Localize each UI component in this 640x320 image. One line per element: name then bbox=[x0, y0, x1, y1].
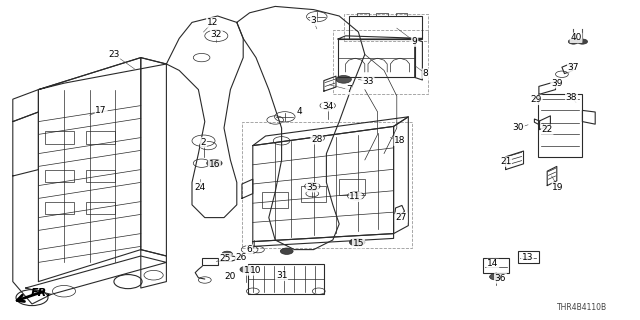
Bar bbox=[45, 202, 74, 214]
Text: 36: 36 bbox=[495, 274, 506, 283]
Text: 13: 13 bbox=[522, 253, 533, 262]
Bar bbox=[349, 16, 422, 39]
Text: 23: 23 bbox=[108, 50, 120, 59]
Text: 8: 8 bbox=[423, 69, 428, 78]
Bar bbox=[538, 94, 582, 157]
Text: 32: 32 bbox=[211, 30, 222, 39]
Text: THR4B4110B: THR4B4110B bbox=[557, 303, 607, 312]
Circle shape bbox=[336, 76, 351, 83]
Bar bbox=[242, 122, 412, 248]
Bar bbox=[262, 192, 288, 208]
Bar bbox=[86, 131, 115, 144]
Text: 10: 10 bbox=[250, 266, 262, 275]
Text: 35: 35 bbox=[307, 183, 318, 192]
Text: 34: 34 bbox=[322, 102, 333, 111]
Text: 27: 27 bbox=[396, 213, 407, 222]
Bar bbox=[344, 14, 428, 41]
Text: 11: 11 bbox=[349, 192, 361, 201]
Text: 17: 17 bbox=[95, 106, 107, 115]
Text: 15: 15 bbox=[353, 239, 364, 248]
Circle shape bbox=[222, 251, 232, 256]
Bar bbox=[301, 186, 326, 202]
Circle shape bbox=[577, 39, 588, 44]
Bar bbox=[248, 264, 324, 294]
Text: 40: 40 bbox=[570, 33, 582, 42]
Text: 39: 39 bbox=[551, 79, 563, 88]
Bar bbox=[483, 258, 509, 273]
Circle shape bbox=[207, 159, 222, 167]
Text: 33: 33 bbox=[362, 77, 374, 86]
Circle shape bbox=[349, 238, 365, 246]
Bar bbox=[202, 258, 218, 265]
Text: 7: 7 bbox=[346, 85, 351, 94]
Bar bbox=[518, 251, 539, 263]
Bar bbox=[339, 179, 365, 195]
Text: 3: 3 bbox=[311, 16, 316, 25]
Text: 22: 22 bbox=[541, 125, 553, 134]
Text: 4: 4 bbox=[297, 108, 302, 116]
Text: 31: 31 bbox=[276, 271, 287, 280]
Text: 1: 1 bbox=[244, 266, 249, 275]
Text: 38: 38 bbox=[566, 93, 577, 102]
Text: 28: 28 bbox=[311, 135, 323, 144]
Bar bbox=[45, 131, 74, 144]
Bar bbox=[45, 170, 74, 182]
Text: 18: 18 bbox=[394, 136, 406, 145]
Text: 25: 25 bbox=[220, 254, 231, 263]
Text: 29: 29 bbox=[531, 95, 542, 104]
Text: 30: 30 bbox=[513, 124, 524, 132]
Bar bbox=[86, 170, 115, 182]
Text: 20: 20 bbox=[225, 272, 236, 281]
Bar bbox=[86, 202, 115, 214]
Text: 16: 16 bbox=[209, 160, 220, 169]
Circle shape bbox=[280, 248, 293, 254]
Text: 37: 37 bbox=[568, 63, 579, 72]
Text: FR.: FR. bbox=[31, 288, 51, 298]
Bar bbox=[333, 30, 428, 94]
Text: 21: 21 bbox=[500, 157, 511, 166]
Circle shape bbox=[240, 266, 253, 273]
Text: 6: 6 bbox=[247, 245, 252, 254]
Text: 26: 26 bbox=[236, 253, 247, 262]
Text: 12: 12 bbox=[207, 18, 218, 27]
Circle shape bbox=[568, 39, 579, 44]
Text: 14: 14 bbox=[487, 260, 499, 268]
Text: 9: 9 bbox=[412, 37, 417, 46]
Circle shape bbox=[490, 274, 502, 280]
Text: 19: 19 bbox=[552, 183, 564, 192]
Text: 24: 24 bbox=[194, 183, 205, 192]
Text: 2: 2 bbox=[201, 138, 206, 147]
